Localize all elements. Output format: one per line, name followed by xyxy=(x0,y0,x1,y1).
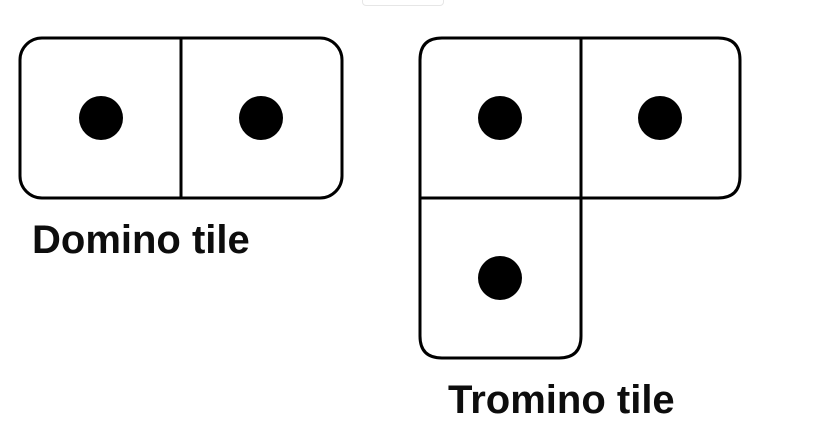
domino-pip-right xyxy=(239,96,283,140)
domino-tile xyxy=(18,36,344,200)
tromino-pip-top-right xyxy=(638,96,682,140)
domino-caption: Domino tile xyxy=(32,218,250,262)
tromino-tile xyxy=(418,36,742,360)
domino-pip-left xyxy=(79,96,123,140)
top-tab-stub xyxy=(362,0,444,6)
tromino-caption: Tromino tile xyxy=(448,378,675,422)
tromino-outline xyxy=(418,36,742,360)
tromino-pip-top-left xyxy=(478,96,522,140)
tromino-pip-bottom xyxy=(478,256,522,300)
